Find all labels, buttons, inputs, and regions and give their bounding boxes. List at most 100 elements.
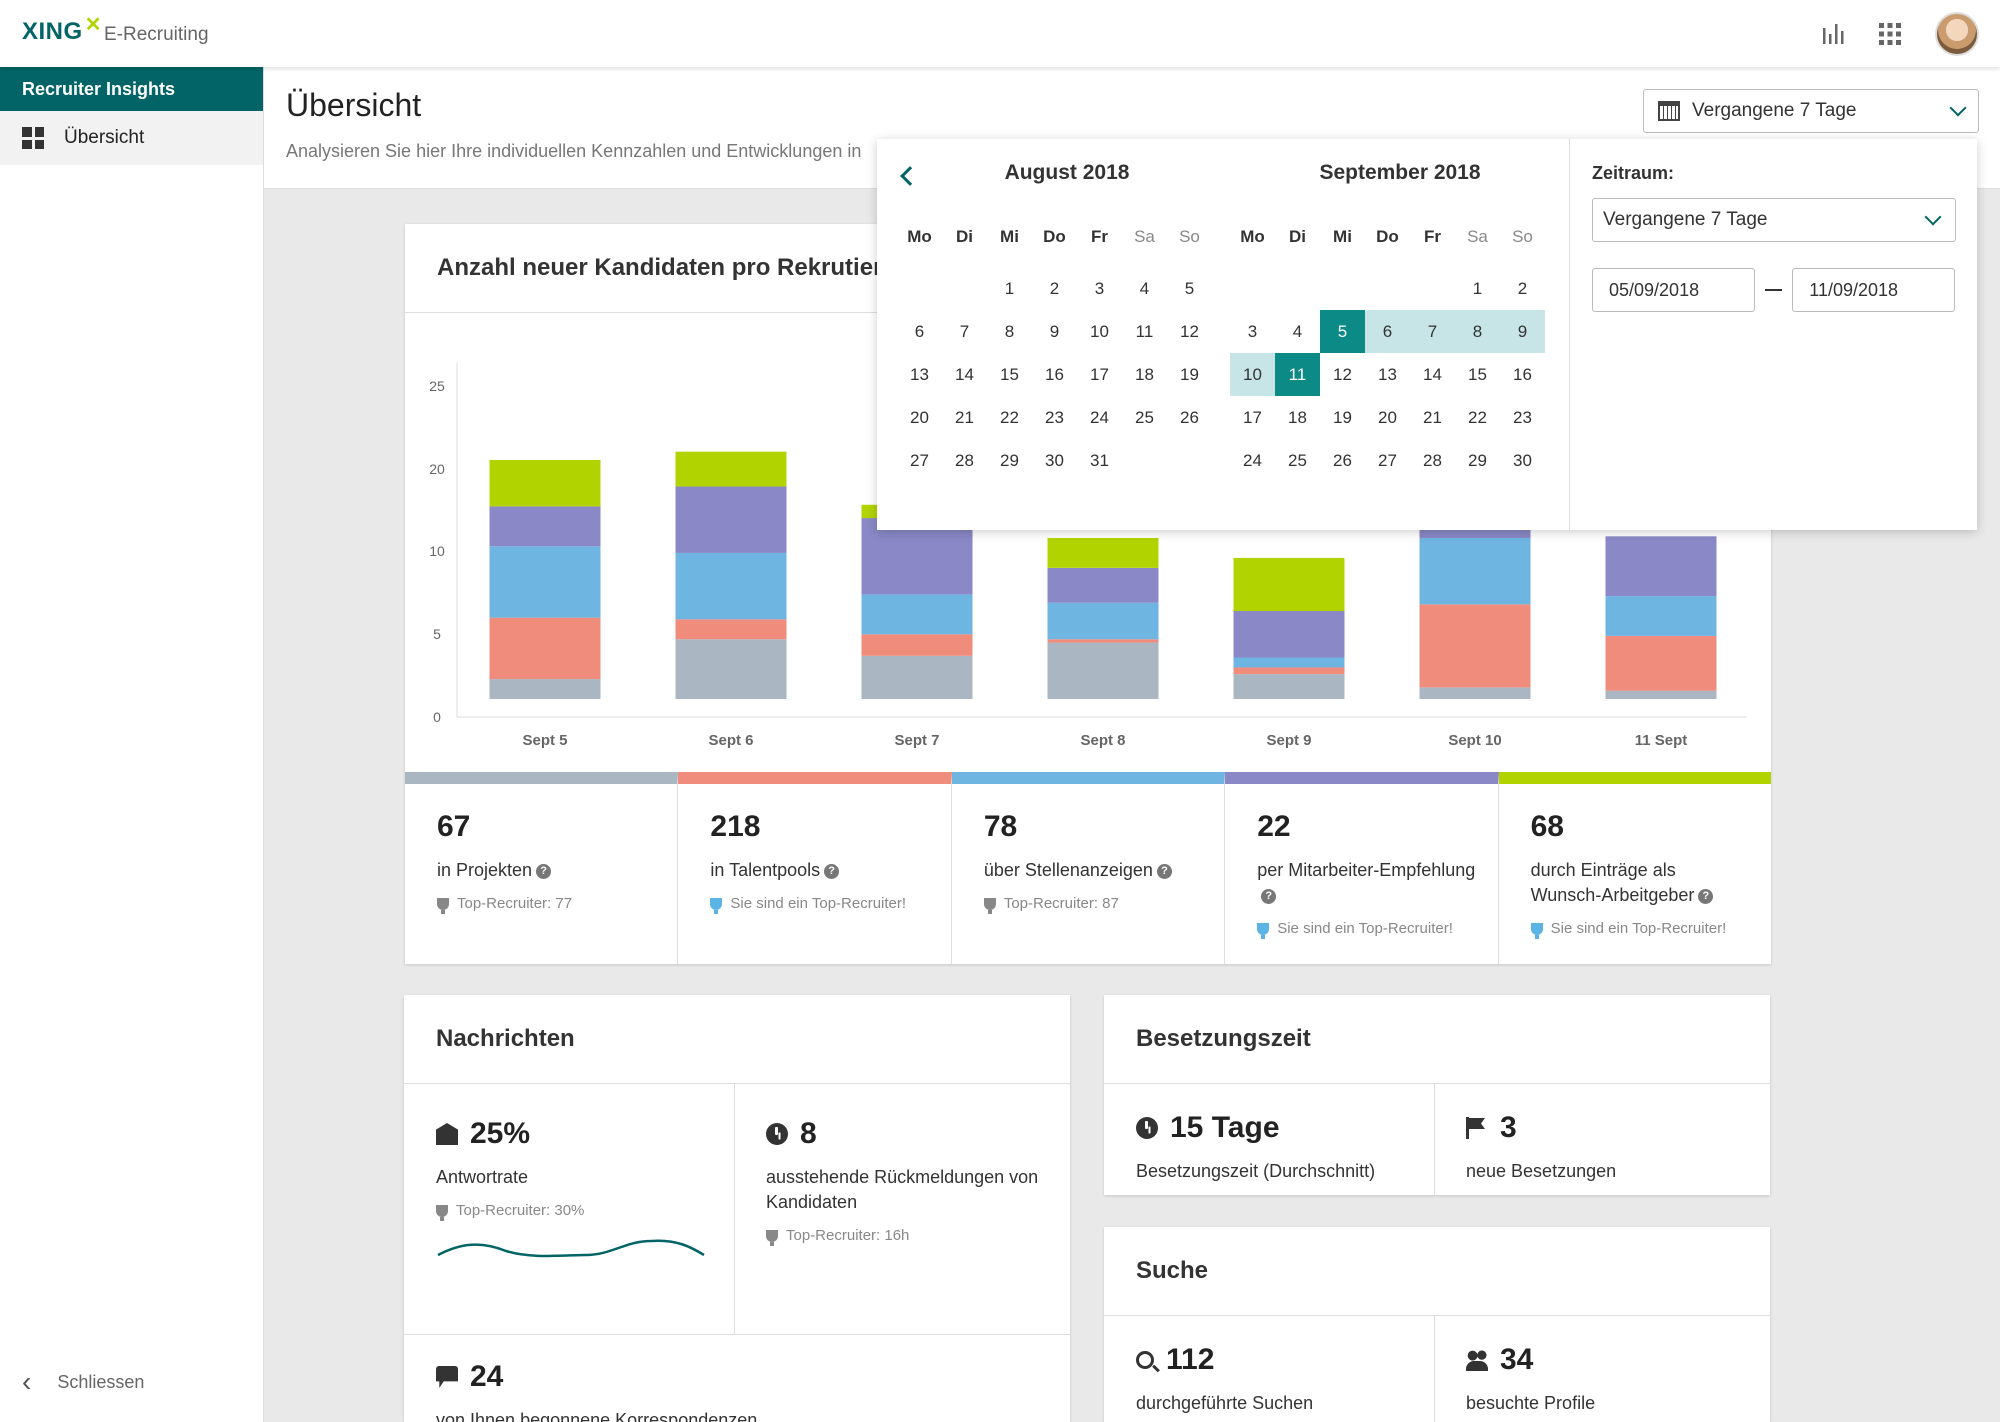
calendar-day[interactable]: 9 (1500, 310, 1545, 353)
bar-segment[interactable] (1233, 657, 1345, 668)
calendar-day[interactable]: 26 (1333, 450, 1352, 470)
help-icon[interactable]: ? (1156, 863, 1172, 879)
bar-segment[interactable] (1047, 567, 1159, 603)
start-date-input[interactable]: 05/09/2018 (1592, 268, 1755, 312)
calendar-day[interactable]: 18 (1288, 407, 1307, 427)
calendar-day[interactable]: 14 (1423, 364, 1442, 384)
bar-segment[interactable] (861, 634, 973, 656)
bar-segment[interactable] (1047, 639, 1159, 643)
calendar-day[interactable]: 27 (910, 450, 929, 470)
user-avatar[interactable] (1935, 12, 1979, 56)
calendar-day[interactable]: 19 (1333, 407, 1352, 427)
bar-segment[interactable] (675, 619, 787, 640)
calendar-day[interactable]: 28 (955, 450, 974, 470)
end-date-input[interactable]: 11/09/2018 (1792, 268, 1955, 312)
calendar-day[interactable]: 5 (1184, 278, 1195, 298)
bar-segment[interactable] (675, 451, 787, 487)
calendar-day[interactable]: 2 (1517, 278, 1528, 298)
bar-segment[interactable] (1047, 602, 1159, 640)
xing-logo[interactable]: XING ✕ (22, 14, 102, 45)
calendar-day[interactable]: 30 (1045, 450, 1064, 470)
calendar-day[interactable]: 21 (1423, 407, 1442, 427)
calendar-day[interactable]: 11 (1275, 353, 1320, 396)
calendar-day[interactable]: 8 (1455, 310, 1500, 353)
bar-segment[interactable] (861, 655, 973, 699)
calendar-day[interactable]: 23 (1045, 407, 1064, 427)
calendar-day[interactable]: 4 (1292, 321, 1303, 341)
calendar-day[interactable]: 24 (1090, 407, 1109, 427)
calendar-day[interactable]: 3 (1094, 278, 1105, 298)
bar-segment[interactable] (1047, 642, 1159, 699)
calendar-day[interactable]: 6 (1365, 310, 1410, 353)
calendar-day[interactable]: 20 (1378, 407, 1397, 427)
calendar-day[interactable]: 13 (1378, 364, 1397, 384)
bar-segment[interactable] (1233, 667, 1345, 675)
bar-segment[interactable] (489, 617, 601, 680)
zeitraum-select[interactable]: Vergangene 7 Tage (1592, 198, 1956, 242)
calendar-day[interactable]: 15 (1468, 364, 1487, 384)
stats-icon[interactable] (1820, 20, 1848, 48)
bar-segment[interactable] (861, 594, 973, 635)
help-icon[interactable]: ? (1698, 888, 1714, 904)
bar-segment[interactable] (489, 546, 601, 618)
calendar-day[interactable]: 11 (1135, 321, 1154, 341)
bar-segment[interactable] (489, 459, 601, 507)
calendar-day[interactable]: 5 (1320, 310, 1365, 353)
help-icon[interactable]: ? (824, 863, 840, 879)
calendar-day[interactable]: 25 (1288, 450, 1307, 470)
calendar-day[interactable]: 29 (1468, 450, 1487, 470)
bar-segment[interactable] (1419, 687, 1531, 699)
calendar-day[interactable]: 15 (1000, 364, 1019, 384)
apps-grid-icon[interactable] (1876, 20, 1904, 48)
calendar-day[interactable]: 24 (1243, 450, 1262, 470)
calendar-day[interactable]: 20 (910, 407, 929, 427)
bar-segment[interactable] (1047, 537, 1159, 568)
calendar-day[interactable]: 16 (1513, 364, 1532, 384)
bar-segment[interactable] (1233, 611, 1345, 658)
bar-segment[interactable] (861, 518, 973, 595)
sidebar-item-uebersicht[interactable]: Übersicht (0, 111, 263, 165)
calendar-day[interactable]: 7 (1410, 310, 1455, 353)
calendar-day[interactable]: 16 (1045, 364, 1064, 384)
calendar-day[interactable]: 22 (1000, 407, 1019, 427)
calendar-day[interactable]: 27 (1378, 450, 1397, 470)
bar-segment[interactable] (1605, 690, 1717, 699)
calendar-day[interactable]: 22 (1468, 407, 1487, 427)
calendar-day[interactable]: 17 (1090, 364, 1109, 384)
calendar-day[interactable]: 23 (1513, 407, 1532, 427)
calendar-day[interactable]: 12 (1180, 321, 1199, 341)
calendar-day[interactable]: 30 (1513, 450, 1532, 470)
bar-segment[interactable] (1419, 537, 1531, 605)
bar-segment[interactable] (1605, 536, 1717, 597)
bar-segment[interactable] (1605, 635, 1717, 691)
calendar-day[interactable]: 29 (1000, 450, 1019, 470)
calendar-day[interactable]: 31 (1090, 450, 1109, 470)
calendar-day[interactable]: 9 (1049, 321, 1060, 341)
calendar-day[interactable]: 7 (959, 321, 970, 341)
bar-segment[interactable] (1233, 557, 1345, 612)
calendar-day[interactable]: 6 (914, 321, 925, 341)
calendar-day[interactable]: 3 (1247, 321, 1258, 341)
calendar-day[interactable]: 14 (955, 364, 974, 384)
date-range-select[interactable]: Vergangene 7 Tage (1643, 89, 1979, 133)
calendar-day[interactable]: 13 (910, 364, 929, 384)
bar-segment[interactable] (1419, 604, 1531, 688)
calendar-day[interactable]: 25 (1135, 407, 1154, 427)
calendar-day[interactable]: 10 (1230, 353, 1275, 396)
calendar-day[interactable]: 4 (1139, 278, 1150, 298)
bar-segment[interactable] (675, 639, 787, 699)
calendar-day[interactable]: 19 (1180, 364, 1199, 384)
bar-segment[interactable] (489, 506, 601, 547)
calendar-day[interactable]: 1 (1004, 278, 1015, 298)
close-sidebar-button[interactable]: ‹ Schliessen (22, 1366, 145, 1397)
bar-segment[interactable] (675, 552, 787, 620)
calendar-day[interactable]: 21 (955, 407, 974, 427)
calendar-day[interactable]: 12 (1333, 364, 1352, 384)
bar-segment[interactable] (489, 679, 601, 699)
calendar-day[interactable]: 26 (1180, 407, 1199, 427)
calendar-day[interactable]: 10 (1090, 321, 1109, 341)
calendar-day[interactable]: 1 (1472, 278, 1483, 298)
calendar-day[interactable]: 2 (1049, 278, 1060, 298)
bar-segment[interactable] (1605, 596, 1717, 636)
calendar-day[interactable]: 28 (1423, 450, 1442, 470)
